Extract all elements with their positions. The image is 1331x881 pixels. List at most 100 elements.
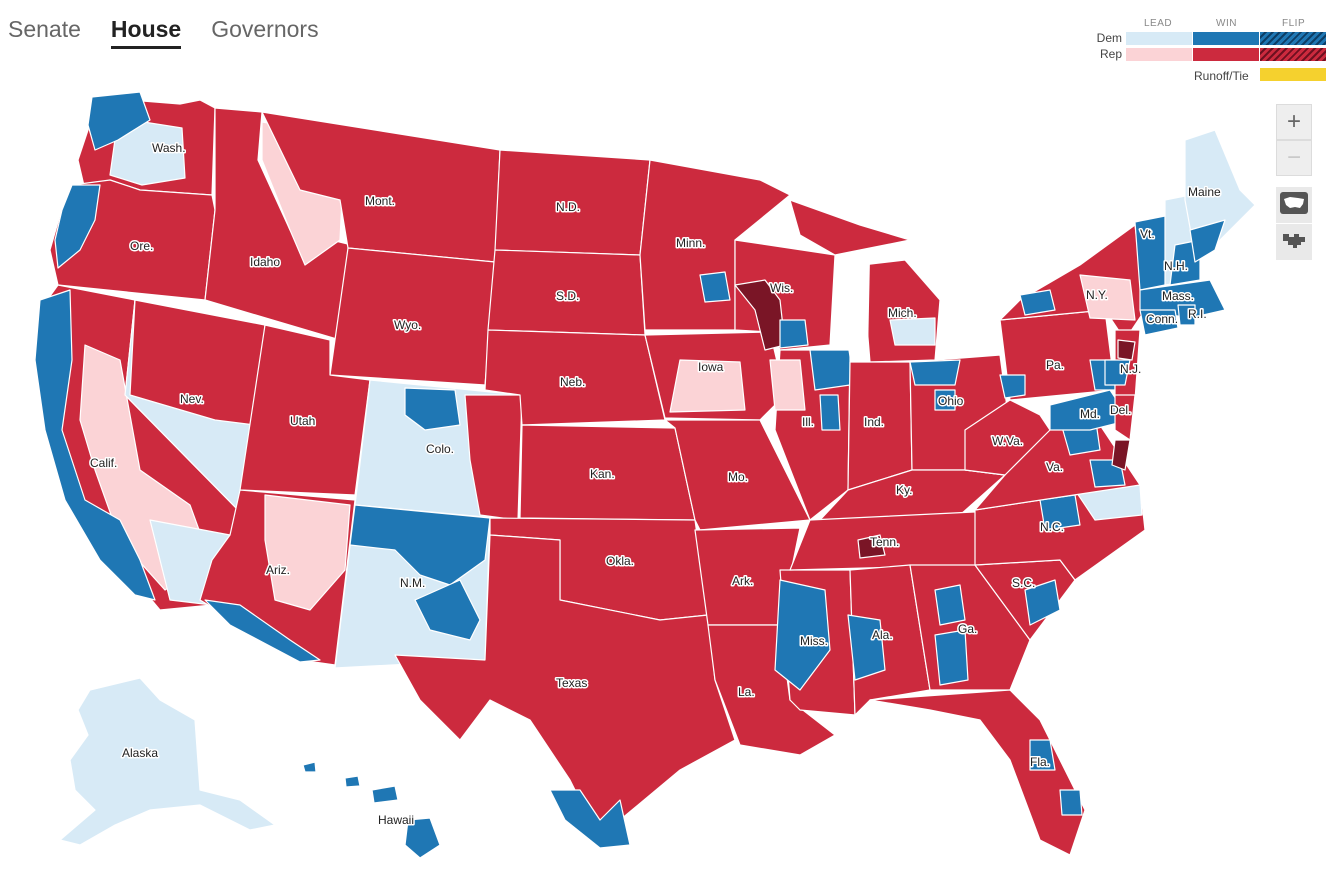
label-in: Ind. <box>864 415 884 429</box>
legend-col-lead: LEAD <box>1144 18 1173 29</box>
state-nj-flip <box>1117 339 1136 361</box>
cartogram-view-button[interactable] <box>1276 224 1312 260</box>
label-nc: N.C. <box>1040 520 1064 534</box>
state-ma[interactable] <box>1139 279 1226 319</box>
label-ky: Ky. <box>896 483 912 497</box>
state-hi-3 <box>371 785 399 804</box>
state-de-flip <box>1111 439 1131 471</box>
label-oh: Ohio <box>938 394 964 408</box>
legend-dem-win-swatch <box>1193 32 1259 45</box>
state-az-lead <box>264 494 351 611</box>
state-nm-dem <box>349 504 491 586</box>
label-wi: Wis. <box>770 281 793 295</box>
state-ia-lead <box>669 359 746 413</box>
label-sc: S.C. <box>1012 576 1035 590</box>
state-labels: Wash. Ore. Calif. Nev. Idaho Mont. Wyo. … <box>89 140 1223 829</box>
label-ks: Kan. <box>590 467 615 481</box>
legend-rep-flip-swatch <box>1260 48 1326 61</box>
zoom-out-button[interactable]: − <box>1276 140 1312 176</box>
legend-runoff-swatch <box>1260 68 1326 81</box>
tab-senate[interactable]: Senate <box>8 16 81 42</box>
tab-governors[interactable]: Governors <box>211 16 319 42</box>
label-hi: Hawaii <box>378 813 414 827</box>
state-ca-dem <box>34 289 156 601</box>
cartogram-icon <box>1280 229 1308 256</box>
state-ga-dem <box>934 584 966 626</box>
state-md[interactable] <box>1049 389 1131 431</box>
geographic-view-button[interactable] <box>1276 187 1312 223</box>
label-ga: Ga. <box>958 622 977 636</box>
state-hi-1[interactable] <box>302 761 317 773</box>
label-ms: Miss. <box>800 634 828 648</box>
state-ms-dem <box>774 579 831 691</box>
legend-runoff-label: Runoff/Tie <box>1194 69 1249 83</box>
state-ny-lead <box>1079 274 1136 321</box>
state-sc-dem <box>1024 579 1061 626</box>
state-mn-dem <box>699 271 731 303</box>
label-tn: Tenn. <box>870 535 899 549</box>
label-wv: W.Va. <box>992 434 1023 448</box>
state-pa-dem <box>999 374 1026 399</box>
label-ca: Calif. <box>90 456 117 470</box>
state-fl[interactable] <box>869 689 1086 856</box>
label-vt: Vt. <box>1140 227 1155 241</box>
state-oh-dem2 <box>934 389 956 411</box>
label-al: Ala. <box>872 628 893 642</box>
state-ak[interactable] <box>59 677 276 846</box>
label-sd: S.D. <box>556 289 579 303</box>
state-wa-lead <box>109 117 186 186</box>
label-ny: N.Y. <box>1086 288 1108 302</box>
label-mt: Mont. <box>365 194 395 208</box>
state-ny-dem <box>1019 289 1056 316</box>
state-wi-dem <box>779 319 809 349</box>
state-mi-lead <box>889 317 936 346</box>
state-ct[interactable] <box>1139 309 1179 336</box>
state-hi-2 <box>344 775 361 788</box>
state-il-dem2 <box>819 394 841 431</box>
label-ak: Alaska <box>122 746 158 760</box>
label-ri: R.I. <box>1188 307 1207 321</box>
legend-dem-flip-swatch <box>1260 32 1326 45</box>
zoom-in-button[interactable]: + <box>1276 104 1312 140</box>
state-me[interactable] <box>1184 129 1256 256</box>
state-wa-dem <box>87 91 151 151</box>
legend-col-flip: FLIP <box>1282 18 1306 29</box>
legend-rep-win-swatch <box>1193 48 1259 61</box>
label-va: Va. <box>1046 460 1063 474</box>
state-de[interactable] <box>1114 394 1136 441</box>
state-tn-flip <box>857 534 886 559</box>
label-nv: Nev. <box>180 392 204 406</box>
label-la: La. <box>738 685 755 699</box>
label-mn: Minn. <box>676 236 705 250</box>
label-mi: Mich. <box>888 306 917 320</box>
label-pa: Pa. <box>1046 358 1064 372</box>
state-ri[interactable] <box>1177 304 1196 326</box>
label-ut: Utah <box>290 414 315 428</box>
label-de: Del. <box>1110 403 1131 417</box>
label-wy: Wyo. <box>394 318 421 332</box>
label-nj: N.J. <box>1120 362 1141 376</box>
state-az-dem <box>204 599 321 663</box>
label-nm: N.M. <box>400 576 425 590</box>
label-ne: Neb. <box>560 375 585 389</box>
state-wy[interactable] <box>329 247 496 386</box>
label-nh: N.H. <box>1164 259 1188 273</box>
state-nj-dem <box>1104 359 1131 386</box>
state-fl-dem <box>1029 739 1056 771</box>
state-oh-dem <box>909 359 961 386</box>
legend-row-dem: Dem <box>1096 31 1122 45</box>
tab-house[interactable]: House <box>110 16 182 49</box>
label-fl: Fla. <box>1030 755 1050 769</box>
state-ga-dem2 <box>934 629 969 686</box>
state-co-north <box>404 387 461 431</box>
state-al[interactable] <box>849 564 931 716</box>
label-ar: Ark. <box>732 574 753 588</box>
label-co: Colo. <box>426 442 454 456</box>
label-nd: N.D. <box>556 200 580 214</box>
state-nm-dem2 <box>414 579 481 641</box>
legend-dem-lead-swatch <box>1126 32 1192 45</box>
state-hi-4 <box>404 817 441 859</box>
label-wa: Wash. <box>152 141 186 155</box>
label-tx: Texas <box>556 676 587 690</box>
state-mi-upper <box>789 199 911 256</box>
